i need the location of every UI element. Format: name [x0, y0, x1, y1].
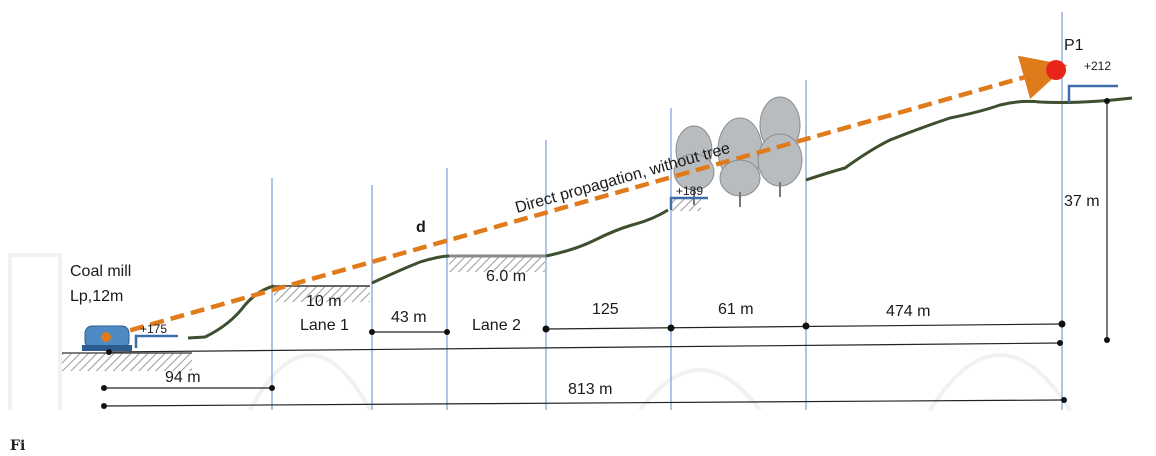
segment-label-813m: 813 m: [568, 381, 612, 398]
lane2-label: Lane 2: [472, 317, 521, 334]
segment-label-474m: 474 m: [886, 303, 930, 320]
elevation-marker-source: [134, 334, 178, 348]
watermark: [8, 253, 1072, 412]
distance-symbol: d: [416, 219, 426, 236]
figure-caption: Fi: [10, 438, 26, 454]
tree-group: [673, 96, 803, 207]
segment-label-125: 125: [592, 301, 619, 318]
coal-mill-icon: [82, 325, 132, 351]
propagation-path: [109, 55, 1068, 339]
lane1-label: Lane 1: [300, 317, 349, 334]
segment-label-10m: 10 m: [306, 293, 342, 310]
elevation-marker-mid: [669, 196, 708, 210]
dim-line-base: [108, 342, 1063, 353]
segment-label-43m: 43 m: [391, 309, 427, 326]
ground-hatch-lane1: [274, 286, 370, 302]
ground-hatch-source: [62, 353, 192, 371]
receiver-label: P1: [1064, 37, 1084, 54]
ground-hatch-lane2: [449, 256, 545, 272]
height-label: 37 m: [1064, 193, 1100, 210]
source-label-line1: Coal mill: [70, 263, 131, 280]
dim-line-813: [103, 399, 1063, 407]
tree-icon: [673, 125, 715, 205]
terrain-profile: [187, 96, 1133, 340]
segment-label-94m: 94 m: [165, 369, 201, 386]
elevation-receiver: +212: [1084, 59, 1111, 73]
tree-icon: [757, 96, 803, 197]
segment-label-6m: 6.0 m: [486, 268, 526, 285]
elevation-source: +175: [140, 322, 167, 336]
dimension-dots: [101, 320, 1067, 409]
segment-label-61m: 61 m: [718, 301, 754, 318]
source-label-line2: Lp,12m: [70, 288, 123, 305]
receiver-point: [1046, 60, 1066, 80]
elevation-marker-receiver: [1067, 84, 1118, 103]
elevation-mid: +189: [676, 184, 703, 198]
